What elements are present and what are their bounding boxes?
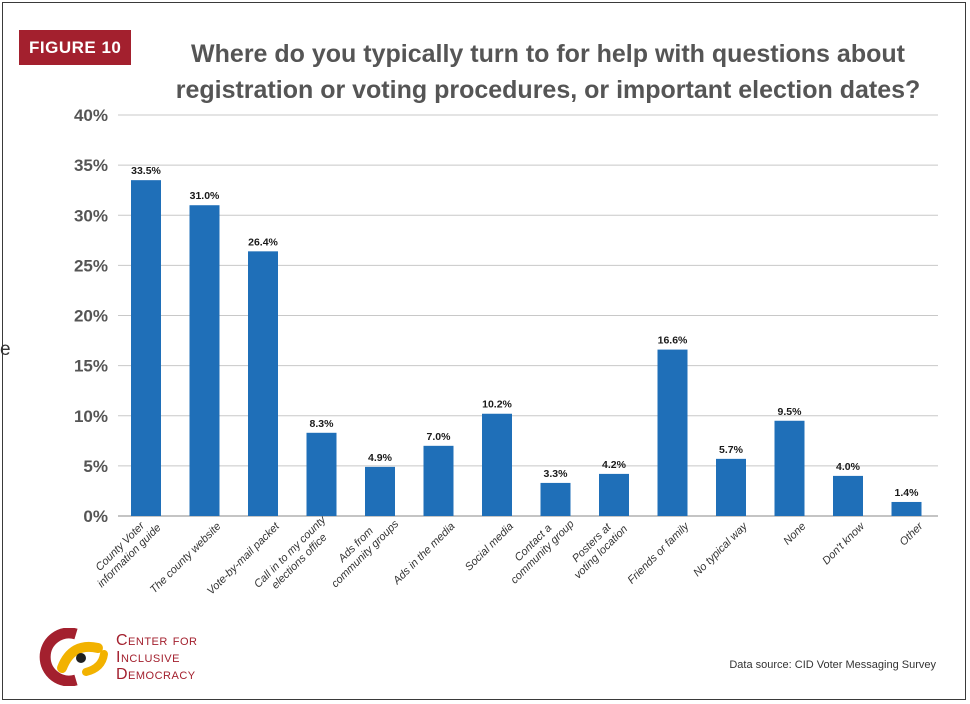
bar-value-label: 1.4% <box>895 487 920 499</box>
edge-glyph: e <box>0 339 11 360</box>
bar <box>189 205 220 516</box>
bar <box>657 349 688 516</box>
bar-value-label: 33.5% <box>131 165 161 177</box>
y-tick-label: 20% <box>74 307 108 326</box>
bar-value-label: 8.3% <box>310 418 335 430</box>
y-tick-label: 5% <box>83 457 108 476</box>
x-tick-label-line: Friends or family <box>625 519 692 586</box>
bar <box>774 420 805 516</box>
x-tick-label: Other <box>898 520 927 549</box>
bar <box>423 445 454 516</box>
bar <box>716 458 746 516</box>
x-tick-label-line: None <box>781 520 808 547</box>
bar <box>599 473 629 516</box>
y-tick-label: 35% <box>74 156 108 175</box>
x-tick-label-line: Don't know <box>820 520 867 567</box>
bar-value-label: 16.6% <box>658 335 688 347</box>
data-source-note: Data source: CID Voter Messaging Survey <box>729 659 936 671</box>
chart-title-line-2: registration or voting procedures, or im… <box>175 76 921 104</box>
x-tick-label-line: Other <box>898 520 927 549</box>
bar <box>833 475 863 516</box>
x-tick-label-line: Social media <box>463 520 516 573</box>
x-tick-label: None <box>781 520 808 547</box>
figure-badge: FIGURE 10 <box>19 30 132 65</box>
bar <box>482 413 512 516</box>
logo-line-1: Center for <box>116 632 198 649</box>
y-tick-label: 10% <box>74 407 108 426</box>
bar-value-label: 5.7% <box>719 444 744 456</box>
bar <box>131 180 161 516</box>
x-tick-label: Social media <box>463 520 516 573</box>
bar <box>248 251 278 516</box>
x-tick-label: No typical way <box>691 519 751 579</box>
y-tick-label: 15% <box>74 357 108 376</box>
y-tick-label: 30% <box>74 206 108 225</box>
y-tick-label: 25% <box>74 256 108 275</box>
y-tick-label: 40% <box>74 106 108 125</box>
x-tick-label-line: Call in to my county <box>252 513 329 590</box>
chart-title-line-1: Where do you typically turn to for help … <box>191 40 905 68</box>
bar <box>306 432 337 516</box>
bar <box>540 482 571 516</box>
logo-line-2: Inclusive <box>116 649 180 666</box>
y-tick-label: 0% <box>83 507 108 526</box>
bar-value-label: 3.3% <box>544 468 569 480</box>
x-tick-label: Ads in the media <box>390 520 457 587</box>
bar-value-label: 4.0% <box>836 461 861 473</box>
bar-value-label: 7.0% <box>427 431 452 443</box>
bar-value-label: 31.0% <box>190 190 220 202</box>
x-tick-label-line: No typical way <box>691 519 751 579</box>
logo-wordmark: Center for Inclusive Democracy <box>116 632 198 683</box>
cid-logo-icon <box>39 628 108 686</box>
x-tick-label: Don't know <box>820 520 867 567</box>
bar-value-label: 9.5% <box>778 406 803 418</box>
x-tick-label: Friends or family <box>625 519 692 586</box>
bar-value-label: 10.2% <box>482 399 512 411</box>
x-tick-label-line: Ads in the media <box>390 520 457 587</box>
chart-title: Where do you typically turn to for help … <box>148 36 948 108</box>
bar-value-label: 26.4% <box>248 236 278 248</box>
bar <box>891 501 922 516</box>
bar <box>365 466 395 516</box>
bar-value-label: 4.2% <box>602 459 627 471</box>
logo-line-3: Democracy <box>116 666 196 683</box>
bar-value-label: 4.9% <box>368 452 393 464</box>
